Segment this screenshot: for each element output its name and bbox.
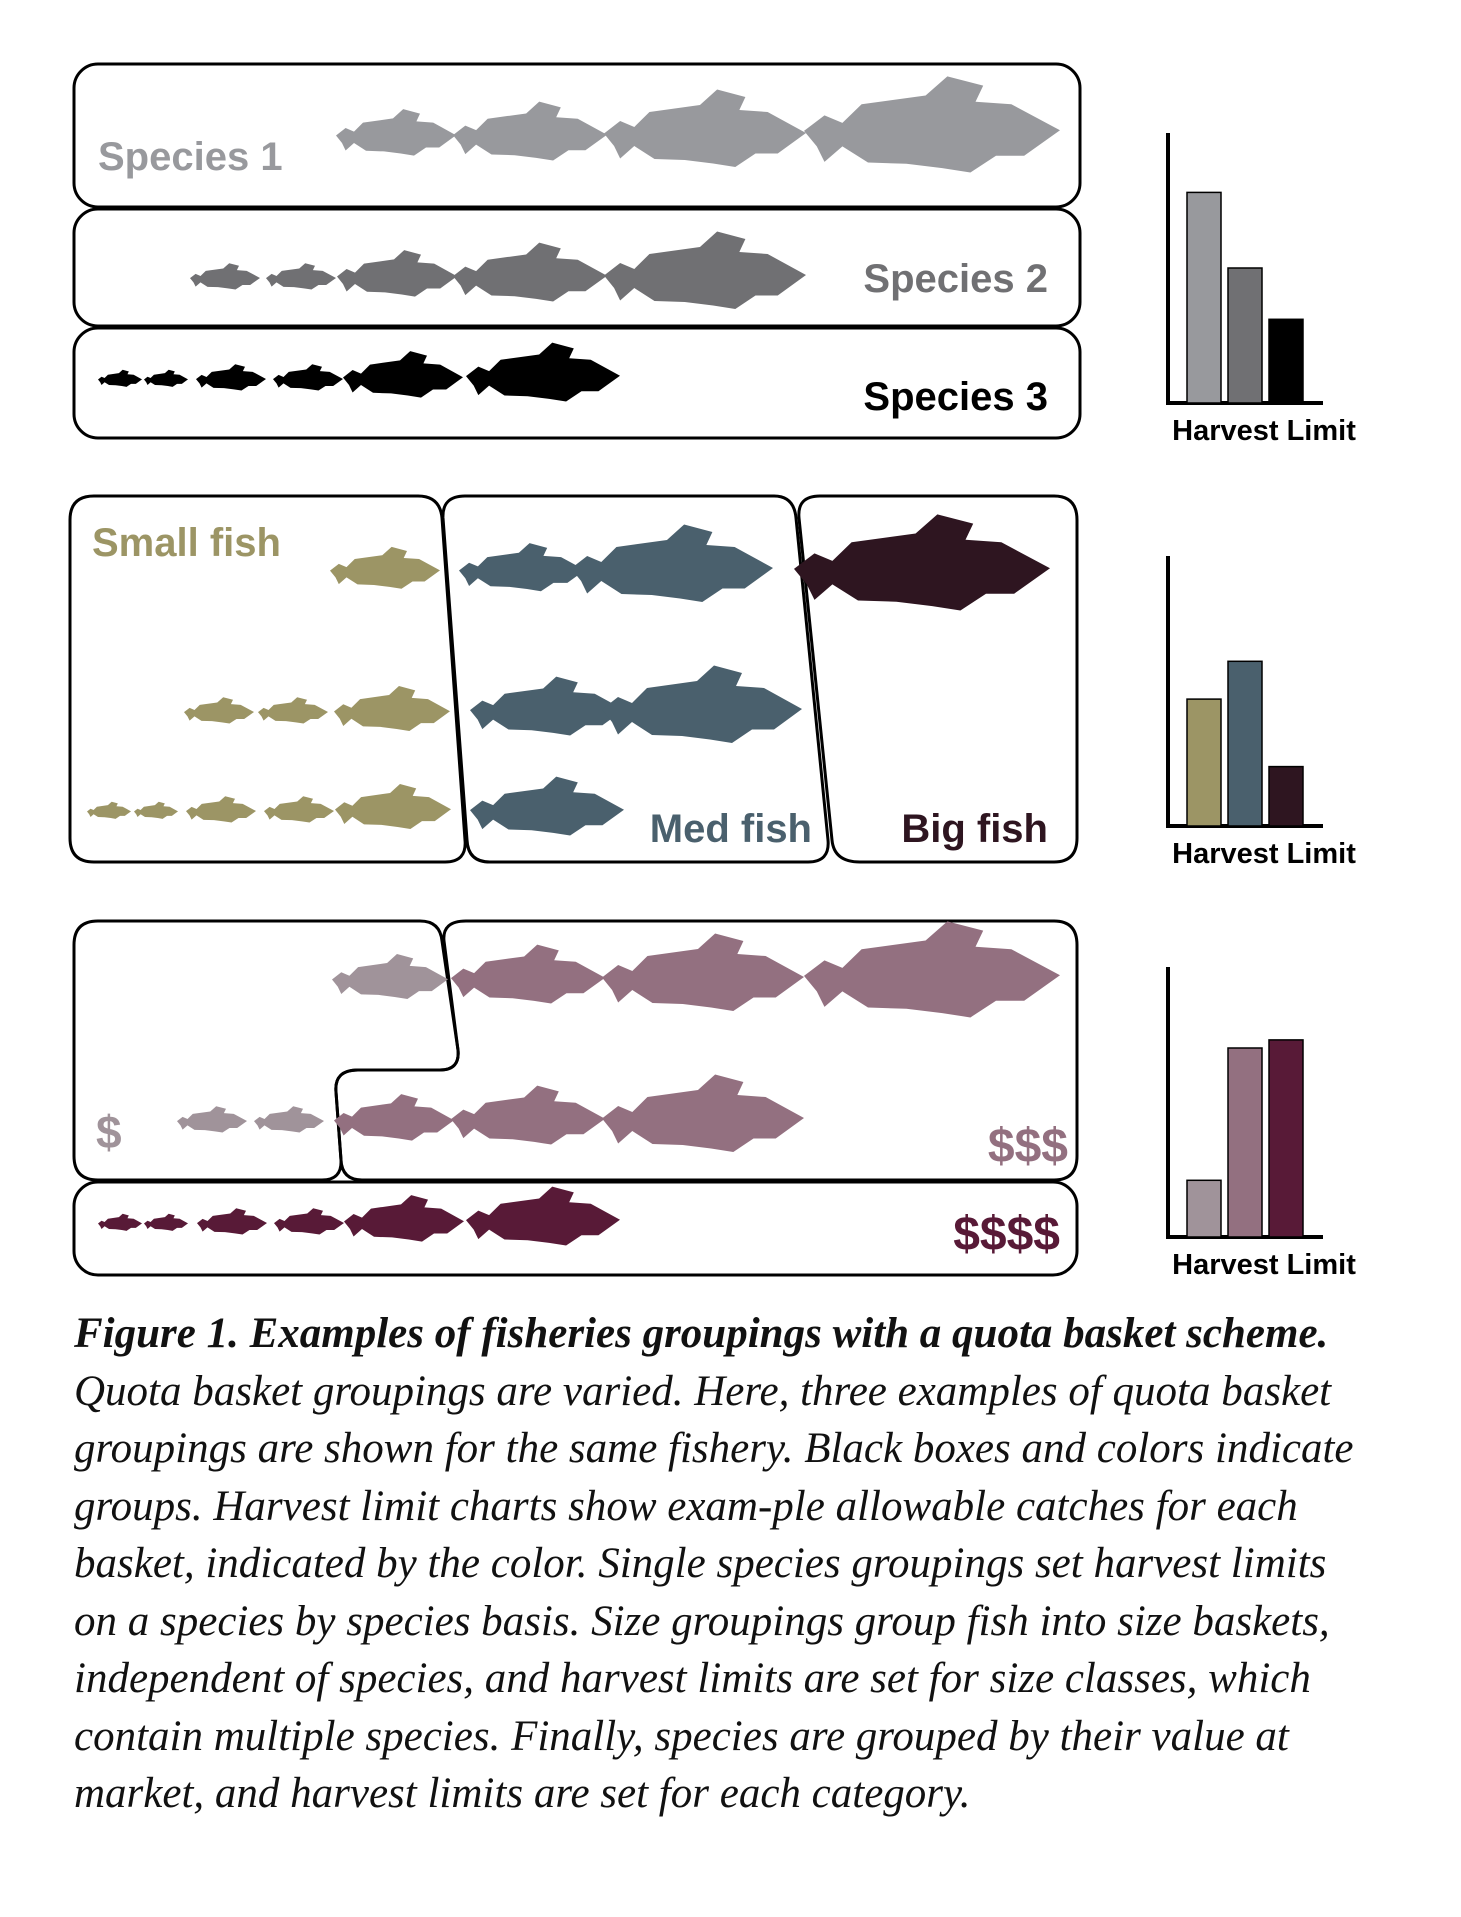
fish-icon: [336, 109, 456, 156]
harvest-bar: [1186, 698, 1222, 827]
fish-icon: [466, 342, 620, 402]
value-grouping-panel: $ $$$ $$$$: [72, 919, 1079, 1277]
med-fish-group: [459, 524, 802, 836]
harvest-bar: [1268, 765, 1304, 827]
fish-icon: [453, 242, 607, 302]
med-fish-label: Med fish: [650, 807, 812, 851]
fish-icon: [337, 250, 457, 297]
fish-icon: [144, 1213, 188, 1231]
big-fish-group: [794, 514, 1050, 611]
mid-value-box: [334, 919, 1079, 1182]
species-3-label: Species 3: [863, 375, 1048, 419]
species-2-box: [72, 207, 1082, 328]
harvest-limit-label: Harvest Limit: [1172, 838, 1356, 870]
fish-icon: [197, 1208, 267, 1235]
fish-icon: [335, 784, 451, 829]
fish-icon: [794, 514, 1050, 611]
harvest-bar: [1268, 1039, 1304, 1238]
fish-icon: [177, 1106, 247, 1133]
fish-icon: [332, 954, 448, 999]
species-1-label: Species 1: [98, 135, 283, 179]
fish-icon: [459, 543, 585, 592]
low-value-label: $: [96, 1106, 122, 1158]
fish-icon: [470, 676, 624, 736]
species-3-fish-group: [98, 342, 620, 402]
fish-icon: [466, 1186, 620, 1246]
fish-icon: [604, 231, 806, 309]
caption-body: Quota basket groupings are varied. Here,…: [74, 1367, 1354, 1818]
value-harvest-limit-chart: Harvest Limit: [1166, 967, 1356, 1281]
species-harvest-limit-chart: Harvest Limit: [1166, 133, 1356, 447]
fish-icon: [334, 1094, 454, 1141]
size-grouping-panel: Small fish Med fish Big fish: [68, 494, 1079, 864]
high-value-label: $$$$: [953, 1208, 1060, 1261]
fish-icon: [87, 801, 131, 819]
high-value-fish-group: [98, 1186, 620, 1246]
harvest-limit-label: Harvest Limit: [1172, 415, 1356, 447]
fish-icon: [264, 796, 334, 823]
fish-icon: [451, 944, 605, 1004]
species-1-box: [72, 62, 1082, 209]
fish-icon: [804, 76, 1060, 173]
fish-icon: [144, 369, 188, 387]
fish-icon: [186, 796, 256, 823]
species-1-fish-group: [336, 76, 1060, 173]
big-fish-box: [797, 494, 1079, 864]
species-2-label: Species 2: [863, 257, 1048, 301]
fish-icon: [804, 921, 1060, 1018]
fish-icon: [330, 546, 440, 589]
fish-icon: [343, 351, 463, 398]
species-2-fish-group: [190, 231, 806, 309]
fish-icon: [604, 89, 806, 167]
small-fish-group: [87, 546, 451, 829]
fish-icon: [453, 101, 607, 161]
species-3-box: [72, 326, 1082, 440]
fish-icon: [98, 369, 142, 387]
size-harvest-limit-chart: Harvest Limit: [1166, 556, 1356, 870]
harvest-limit-label: Harvest Limit: [1172, 1249, 1356, 1281]
fish-icon: [334, 686, 450, 731]
fish-icon: [196, 364, 266, 391]
harvest-bar: [1268, 318, 1304, 404]
fish-icon: [258, 697, 328, 724]
med-fish-box: [441, 494, 830, 864]
fish-icon: [184, 697, 254, 724]
figure-caption: Figure 1. Examples of fisheries grouping…: [74, 1305, 1374, 1823]
fish-icon: [470, 776, 624, 836]
species-grouping-panel: Species 1 Species 2 Species 3: [72, 62, 1082, 440]
small-fish-label: Small fish: [92, 521, 281, 565]
high-value-box: [72, 1180, 1079, 1277]
mid-value-label: $$$: [988, 1120, 1068, 1173]
fish-icon: [602, 665, 802, 743]
fish-icon: [273, 364, 343, 391]
harvest-bar: [1227, 1047, 1263, 1238]
fish-icon: [254, 1106, 324, 1133]
small-fish-box: [68, 494, 467, 864]
harvest-bar: [1227, 267, 1263, 404]
fish-icon: [344, 1195, 464, 1242]
big-fish-label: Big fish: [901, 807, 1048, 851]
harvest-bar: [1186, 1179, 1222, 1238]
fish-icon: [602, 933, 804, 1011]
fish-icon: [571, 524, 773, 602]
harvest-bar: [1186, 191, 1222, 404]
fish-icon: [134, 801, 178, 819]
fish-icon: [190, 263, 260, 290]
fish-icon: [274, 1208, 344, 1235]
fish-icon: [98, 1213, 142, 1231]
fish-icon: [451, 1085, 605, 1145]
fish-icon: [266, 263, 336, 290]
caption-title: Figure 1. Examples of fisheries grouping…: [74, 1310, 1329, 1357]
fish-icon: [602, 1074, 804, 1152]
quota-basket-figure: Species 1 Species 2 Species 3 Small fish…: [68, 62, 1356, 1281]
harvest-bar: [1227, 660, 1263, 827]
